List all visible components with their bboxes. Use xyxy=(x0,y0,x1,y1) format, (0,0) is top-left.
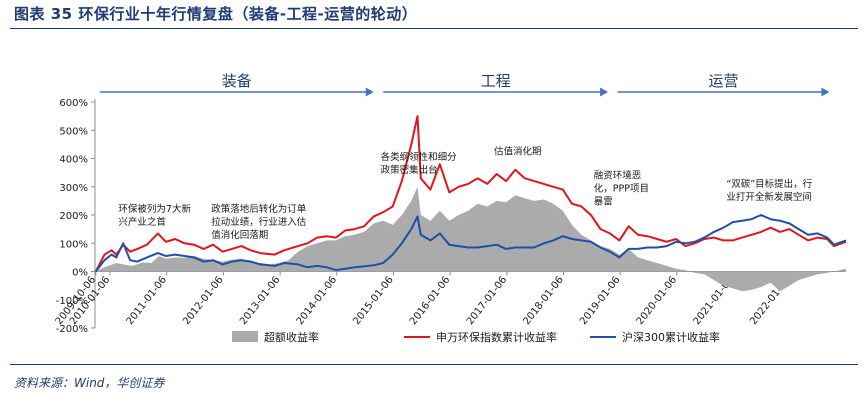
phase-arrow-head xyxy=(600,87,609,97)
annotations: 环保被列为7大新兴产业之首政策落地后转化为订单拉动业绩，行业进入估值消化回落期各… xyxy=(118,145,812,241)
annotation-line: 环保被列为7大新 xyxy=(118,203,191,215)
legend-label: 申万环保指数累计收益率 xyxy=(436,330,557,344)
legend-item[interactable]: 沪深300累计收益率 xyxy=(590,330,720,344)
y-tick-label: -200% xyxy=(56,324,88,335)
x-tick-label: 2011-01-06 xyxy=(125,275,169,328)
x-tick-label: 2020-01-06 xyxy=(635,275,679,328)
legend-item[interactable]: 超额收益率 xyxy=(232,330,319,344)
annotation-line: 估值消化期 xyxy=(494,145,542,157)
annotation-line: 各类纲领性和细分 xyxy=(381,151,458,163)
annotation-line: 融资环境恶 xyxy=(594,169,642,181)
y-tick-label: 100% xyxy=(59,239,88,250)
y-tick-label: 300% xyxy=(59,183,88,194)
source-rule xyxy=(10,364,858,365)
annotation-line: “双碳”目标提出，行 xyxy=(726,178,812,190)
phase-arrows: 装备 工程 运营 xyxy=(99,72,830,97)
annotation-text: 环保被列为7大新兴产业之首 xyxy=(118,203,191,228)
annotation-line: 值消化回落期 xyxy=(211,229,268,241)
x-tick-label: 2019-01-06 xyxy=(578,275,622,328)
y-tick-label: 200% xyxy=(59,211,88,222)
legend-item[interactable]: 申万环保指数累计收益率 xyxy=(404,330,557,344)
annotation-line: 化，PPP项目 xyxy=(594,182,649,194)
x-tick-label: 2013-01-06 xyxy=(238,275,282,328)
x-tick-label: 2016-01-06 xyxy=(408,275,452,328)
annotation-text: 融资环境恶化，PPP项目暴雷 xyxy=(594,169,649,207)
series-area-excess-return xyxy=(95,186,847,292)
phase-arrow-head xyxy=(821,87,830,97)
x-tick-label: 2014-01-06 xyxy=(295,275,339,328)
annotation-text: 各类纲领性和细分政策密集出台 xyxy=(381,151,458,176)
phase-label: 装备 xyxy=(222,72,252,90)
annotation-line: 暴雷 xyxy=(594,196,613,207)
legend-label: 超额收益率 xyxy=(264,330,319,344)
y-tick-label: 400% xyxy=(59,155,88,166)
x-tick-label: 2015-01-06 xyxy=(351,275,395,328)
y-tick-label: 600% xyxy=(59,98,88,109)
series-line-sw-env-index xyxy=(94,115,847,272)
annotation-line: 政策密集出台 xyxy=(381,164,438,176)
series-line-hs300 xyxy=(95,214,847,273)
annotation-line: 业打开全新发展空间 xyxy=(726,191,812,203)
legend[interactable]: 超额收益率 申万环保指数累计收益率 沪深300累计收益率 xyxy=(232,330,720,344)
phase-arrow-head xyxy=(365,87,374,97)
title-rule xyxy=(10,28,858,29)
y-tick-label: 0% xyxy=(72,268,88,279)
x-tick-label: 2017-01-06 xyxy=(465,275,509,328)
annotation-line: 政策落地后转化为订单 xyxy=(211,203,307,215)
annotation-text: 估值消化期 xyxy=(494,145,542,157)
annotation-line: 拉动业绩，行业进入估 xyxy=(211,216,307,228)
page-title: 图表 35 环保行业十年行情复盘（装备-工程-运营的轮动） xyxy=(14,5,418,23)
annotation-text: “双碳”目标提出，行业打开全新发展空间 xyxy=(726,178,812,203)
y-tick-label: -100% xyxy=(56,296,88,307)
series-lines xyxy=(94,115,847,273)
x-tick-label: 2012-01-06 xyxy=(181,275,225,328)
legend-label: 沪深300累计收益率 xyxy=(622,330,720,344)
annotation-text: 政策落地后转化为订单拉动业绩，行业进入估值消化回落期 xyxy=(211,203,307,241)
y-tick-label: 500% xyxy=(59,126,88,137)
source-note: 资料来源：Wind，华创证券 xyxy=(14,376,165,390)
x-tick-label: 2018-01-06 xyxy=(521,275,565,328)
legend-swatch xyxy=(232,331,258,342)
series-excess-return xyxy=(95,186,847,292)
axes: -200%-100%0%100%200%300%400%500%600%2009… xyxy=(54,98,846,335)
annotation-line: 兴产业之首 xyxy=(118,216,166,228)
phase-label: 工程 xyxy=(481,72,511,90)
phase-label: 运营 xyxy=(708,72,738,90)
